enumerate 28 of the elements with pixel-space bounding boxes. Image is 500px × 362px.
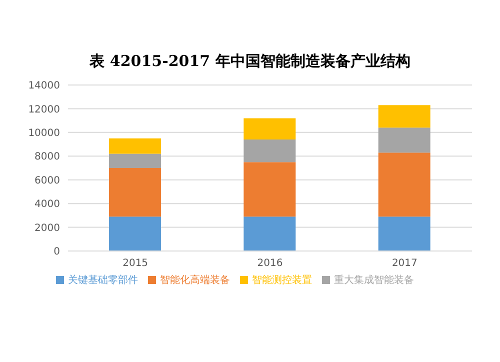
y-tick-label: 12000 — [28, 104, 60, 116]
y-tick-label: 8000 — [34, 152, 60, 163]
y-tick-label: 0 — [54, 246, 60, 258]
chart-title: 表 42015-2017 年中国智能制造装备产业结构 — [88, 52, 412, 71]
x-tick-label: 2016 — [257, 258, 283, 270]
y-tick-label: 14000 — [28, 80, 60, 92]
bar — [244, 140, 296, 162]
legend-label: 智能化高端装备 — [160, 275, 230, 286]
bar — [109, 216, 161, 251]
bar — [109, 168, 161, 217]
y-tick-label: 2000 — [34, 222, 60, 234]
bar — [244, 216, 296, 251]
y-tick-label: 10000 — [28, 128, 60, 139]
y-tick-label: 4000 — [34, 199, 60, 210]
legend-label: 智能测控装置 — [252, 275, 312, 286]
bar — [244, 162, 296, 217]
bar — [378, 216, 430, 251]
bar — [244, 118, 296, 140]
bar — [109, 138, 161, 154]
bar — [378, 128, 430, 153]
bar — [109, 154, 161, 168]
bar — [378, 105, 430, 128]
legend-label: 关键基础零部件 — [68, 275, 138, 286]
legend-label: 重大集成智能装备 — [334, 275, 414, 286]
bar — [378, 152, 430, 217]
x-tick-label: 2017 — [392, 258, 418, 270]
x-tick-label: 2015 — [122, 258, 148, 270]
y-tick-label: 6000 — [34, 175, 60, 186]
